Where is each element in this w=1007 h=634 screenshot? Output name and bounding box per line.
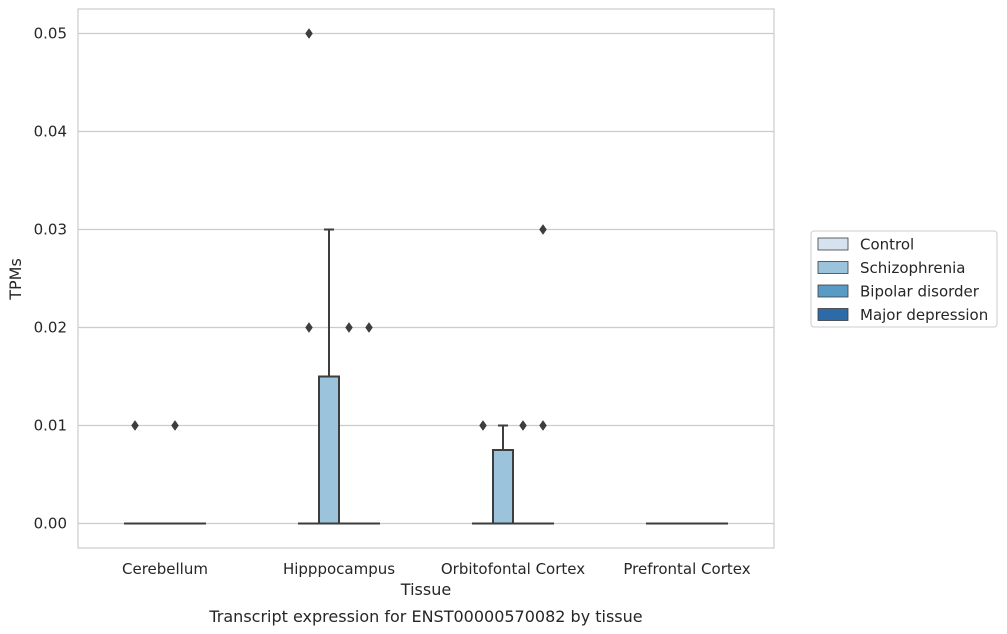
box-major-depression	[532, 224, 554, 525]
box-body	[318, 375, 340, 525]
x-tick-label: Prefrontal Cortex	[623, 560, 750, 578]
y-tick-label: 0.04	[34, 123, 67, 141]
outlier-point	[365, 322, 373, 333]
outlier-point	[539, 420, 547, 431]
plot-frame	[77, 8, 775, 549]
y-tick-label: 0.03	[34, 221, 67, 239]
legend-label: Control	[860, 236, 914, 254]
y-tick-label: 0.02	[34, 319, 67, 337]
box-bipolar-disorder	[338, 322, 360, 525]
box-control	[298, 28, 320, 525]
box-bipolar-disorder	[164, 420, 186, 525]
x-tick-label: Cerebellum	[122, 560, 208, 578]
outlier-point	[345, 322, 353, 333]
y-tick-label: 0.00	[34, 515, 67, 533]
outlier-point	[519, 420, 527, 431]
legend-label: Schizophrenia	[860, 259, 965, 277]
y-tick-label: 0.01	[34, 417, 67, 435]
box-control	[472, 420, 494, 525]
x-tick-label: Orbitofontal Cortex	[441, 560, 585, 578]
box-major-depression	[358, 322, 380, 525]
legend-frame	[810, 230, 998, 328]
x-tick-label: Hipppocampus	[283, 560, 395, 578]
legend-swatch	[817, 237, 849, 251]
outlier-point	[539, 224, 547, 235]
chart-caption: Transcript expression for ENST0000057008…	[208, 607, 642, 626]
outlier-point	[131, 420, 139, 431]
box-schizophrenia	[492, 424, 514, 525]
outlier-point	[305, 322, 313, 333]
outlier-point	[171, 420, 179, 431]
y-tick-label: 0.05	[34, 25, 67, 43]
box-groups	[124, 28, 728, 525]
outlier-point	[305, 28, 313, 39]
box-control	[124, 420, 146, 525]
y-axis-title: TPMs	[6, 258, 25, 301]
x-tick-labels: Cerebellum Hipppocampus Orbitofontal Corte…	[122, 560, 751, 578]
legend-label: Bipolar disorder	[860, 283, 980, 301]
legend-label: Major depression	[860, 306, 988, 324]
legend-swatch	[817, 284, 849, 298]
gridlines	[78, 32, 774, 525]
legend-swatch	[817, 261, 849, 274]
box-schizophrenia	[318, 228, 340, 525]
legend-swatch	[817, 308, 849, 321]
outlier-point	[479, 420, 487, 431]
box-bipolar-disorder	[512, 420, 534, 525]
legend: Control Schizophrenia Bipolar disorder Majo…	[810, 230, 998, 328]
x-axis-title: Tissue	[400, 580, 451, 599]
y-tick-labels: 0.00 0.01 0.02 0.03 0.04 0.05	[34, 25, 67, 533]
box-body	[492, 449, 514, 525]
